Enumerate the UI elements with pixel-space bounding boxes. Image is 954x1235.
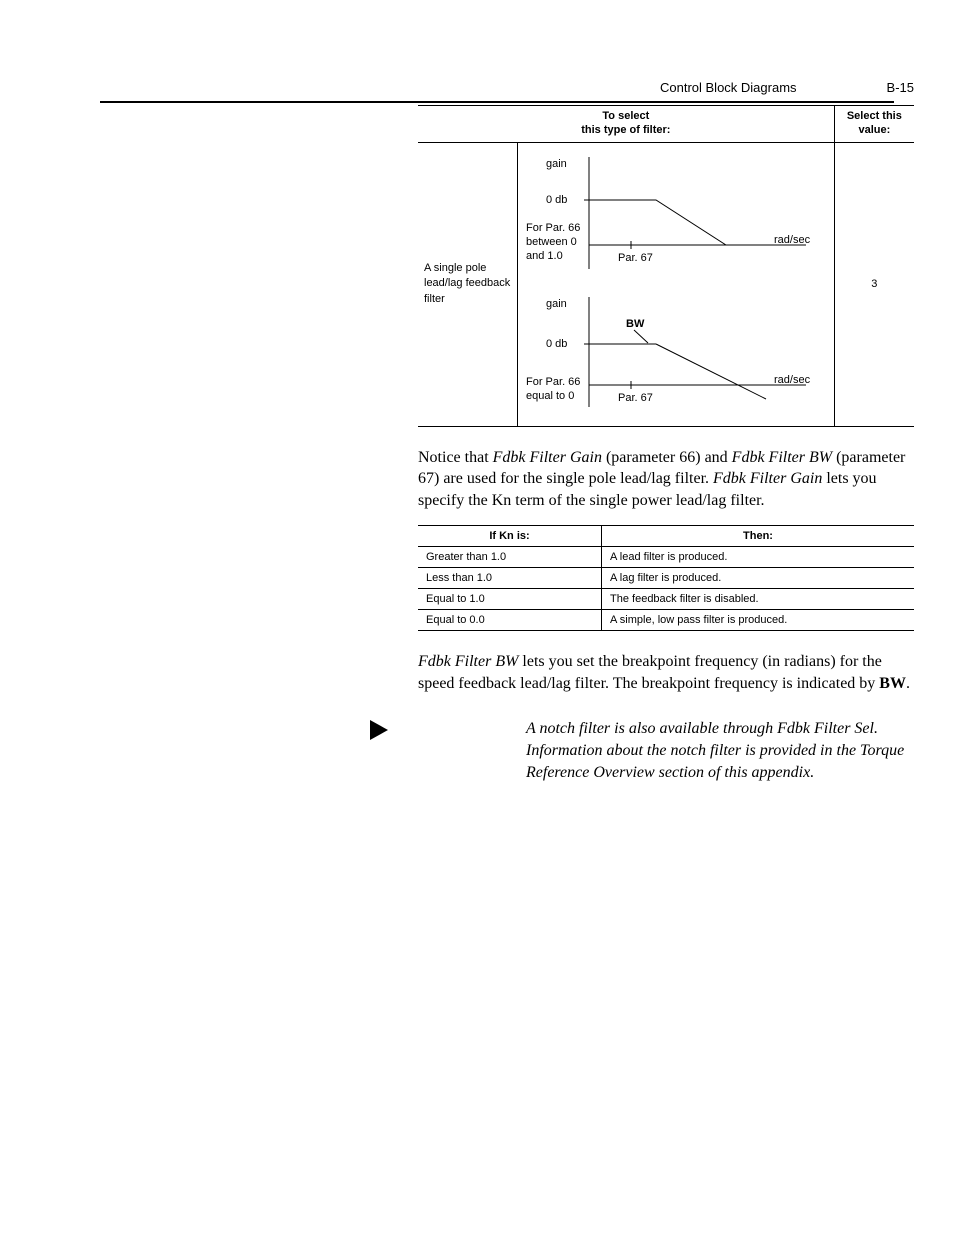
kn-head-1: If Kn is:	[418, 526, 602, 547]
svg-text:between 0: between 0	[526, 236, 577, 248]
svg-text:For Par. 66: For Par. 66	[526, 222, 580, 234]
filter-value: 3	[834, 142, 914, 426]
svg-text:rad/sec: rad/sec	[774, 374, 811, 386]
table-row: Equal to 1.0The feedback filter is disab…	[418, 589, 914, 610]
filter-graph-svg: gain 0 db For Par. 66 between 0 and 1.0	[526, 157, 826, 417]
running-header: Control Block Diagrams B-15	[418, 80, 914, 95]
table-row: Equal to 0.0A simple, low pass filter is…	[418, 610, 914, 631]
header-title: Control Block Diagrams	[660, 80, 797, 95]
svg-text:0 db: 0 db	[546, 338, 567, 350]
svg-text:gain: gain	[546, 158, 567, 170]
svg-text:For Par. 66: For Par. 66	[526, 376, 580, 388]
filter-table-head-2: Select thisvalue:	[834, 106, 914, 143]
kn-table: If Kn is: Then: Greater than 1.0A lead f…	[418, 525, 914, 631]
table-row: Greater than 1.0A lead filter is produce…	[418, 547, 914, 568]
paragraph-1: Notice that Fdbk Filter Gain (parameter …	[418, 447, 914, 512]
svg-text:equal to 0: equal to 0	[526, 390, 574, 402]
svg-text:0 db: 0 db	[546, 194, 567, 206]
paragraph-2: Fdbk Filter BW lets you set the breakpoi…	[418, 651, 914, 694]
filter-desc: A single pole lead/lag feedback filter	[418, 142, 517, 426]
svg-text:rad/sec: rad/sec	[774, 234, 811, 246]
svg-text:Par. 67: Par. 67	[618, 392, 653, 404]
table-row: Less than 1.0A lag filter is produced.	[418, 568, 914, 589]
filter-table: To selectthis type of filter: Select thi…	[418, 105, 914, 427]
svg-text:gain: gain	[546, 298, 567, 310]
filter-graphs: gain 0 db For Par. 66 between 0 and 1.0	[517, 142, 834, 426]
header-page: B-15	[887, 80, 914, 95]
note-arrow-icon	[370, 718, 388, 740]
note-text: A notch filter is also available through…	[526, 718, 940, 783]
filter-table-head-1: To selectthis type of filter:	[418, 106, 834, 143]
svg-text:BW: BW	[626, 318, 645, 330]
header-rule-nub	[100, 101, 108, 103]
svg-text:and 1.0: and 1.0	[526, 250, 563, 262]
svg-text:Par. 67: Par. 67	[618, 252, 653, 264]
header-rule	[100, 101, 894, 103]
kn-head-2: Then:	[602, 526, 914, 547]
